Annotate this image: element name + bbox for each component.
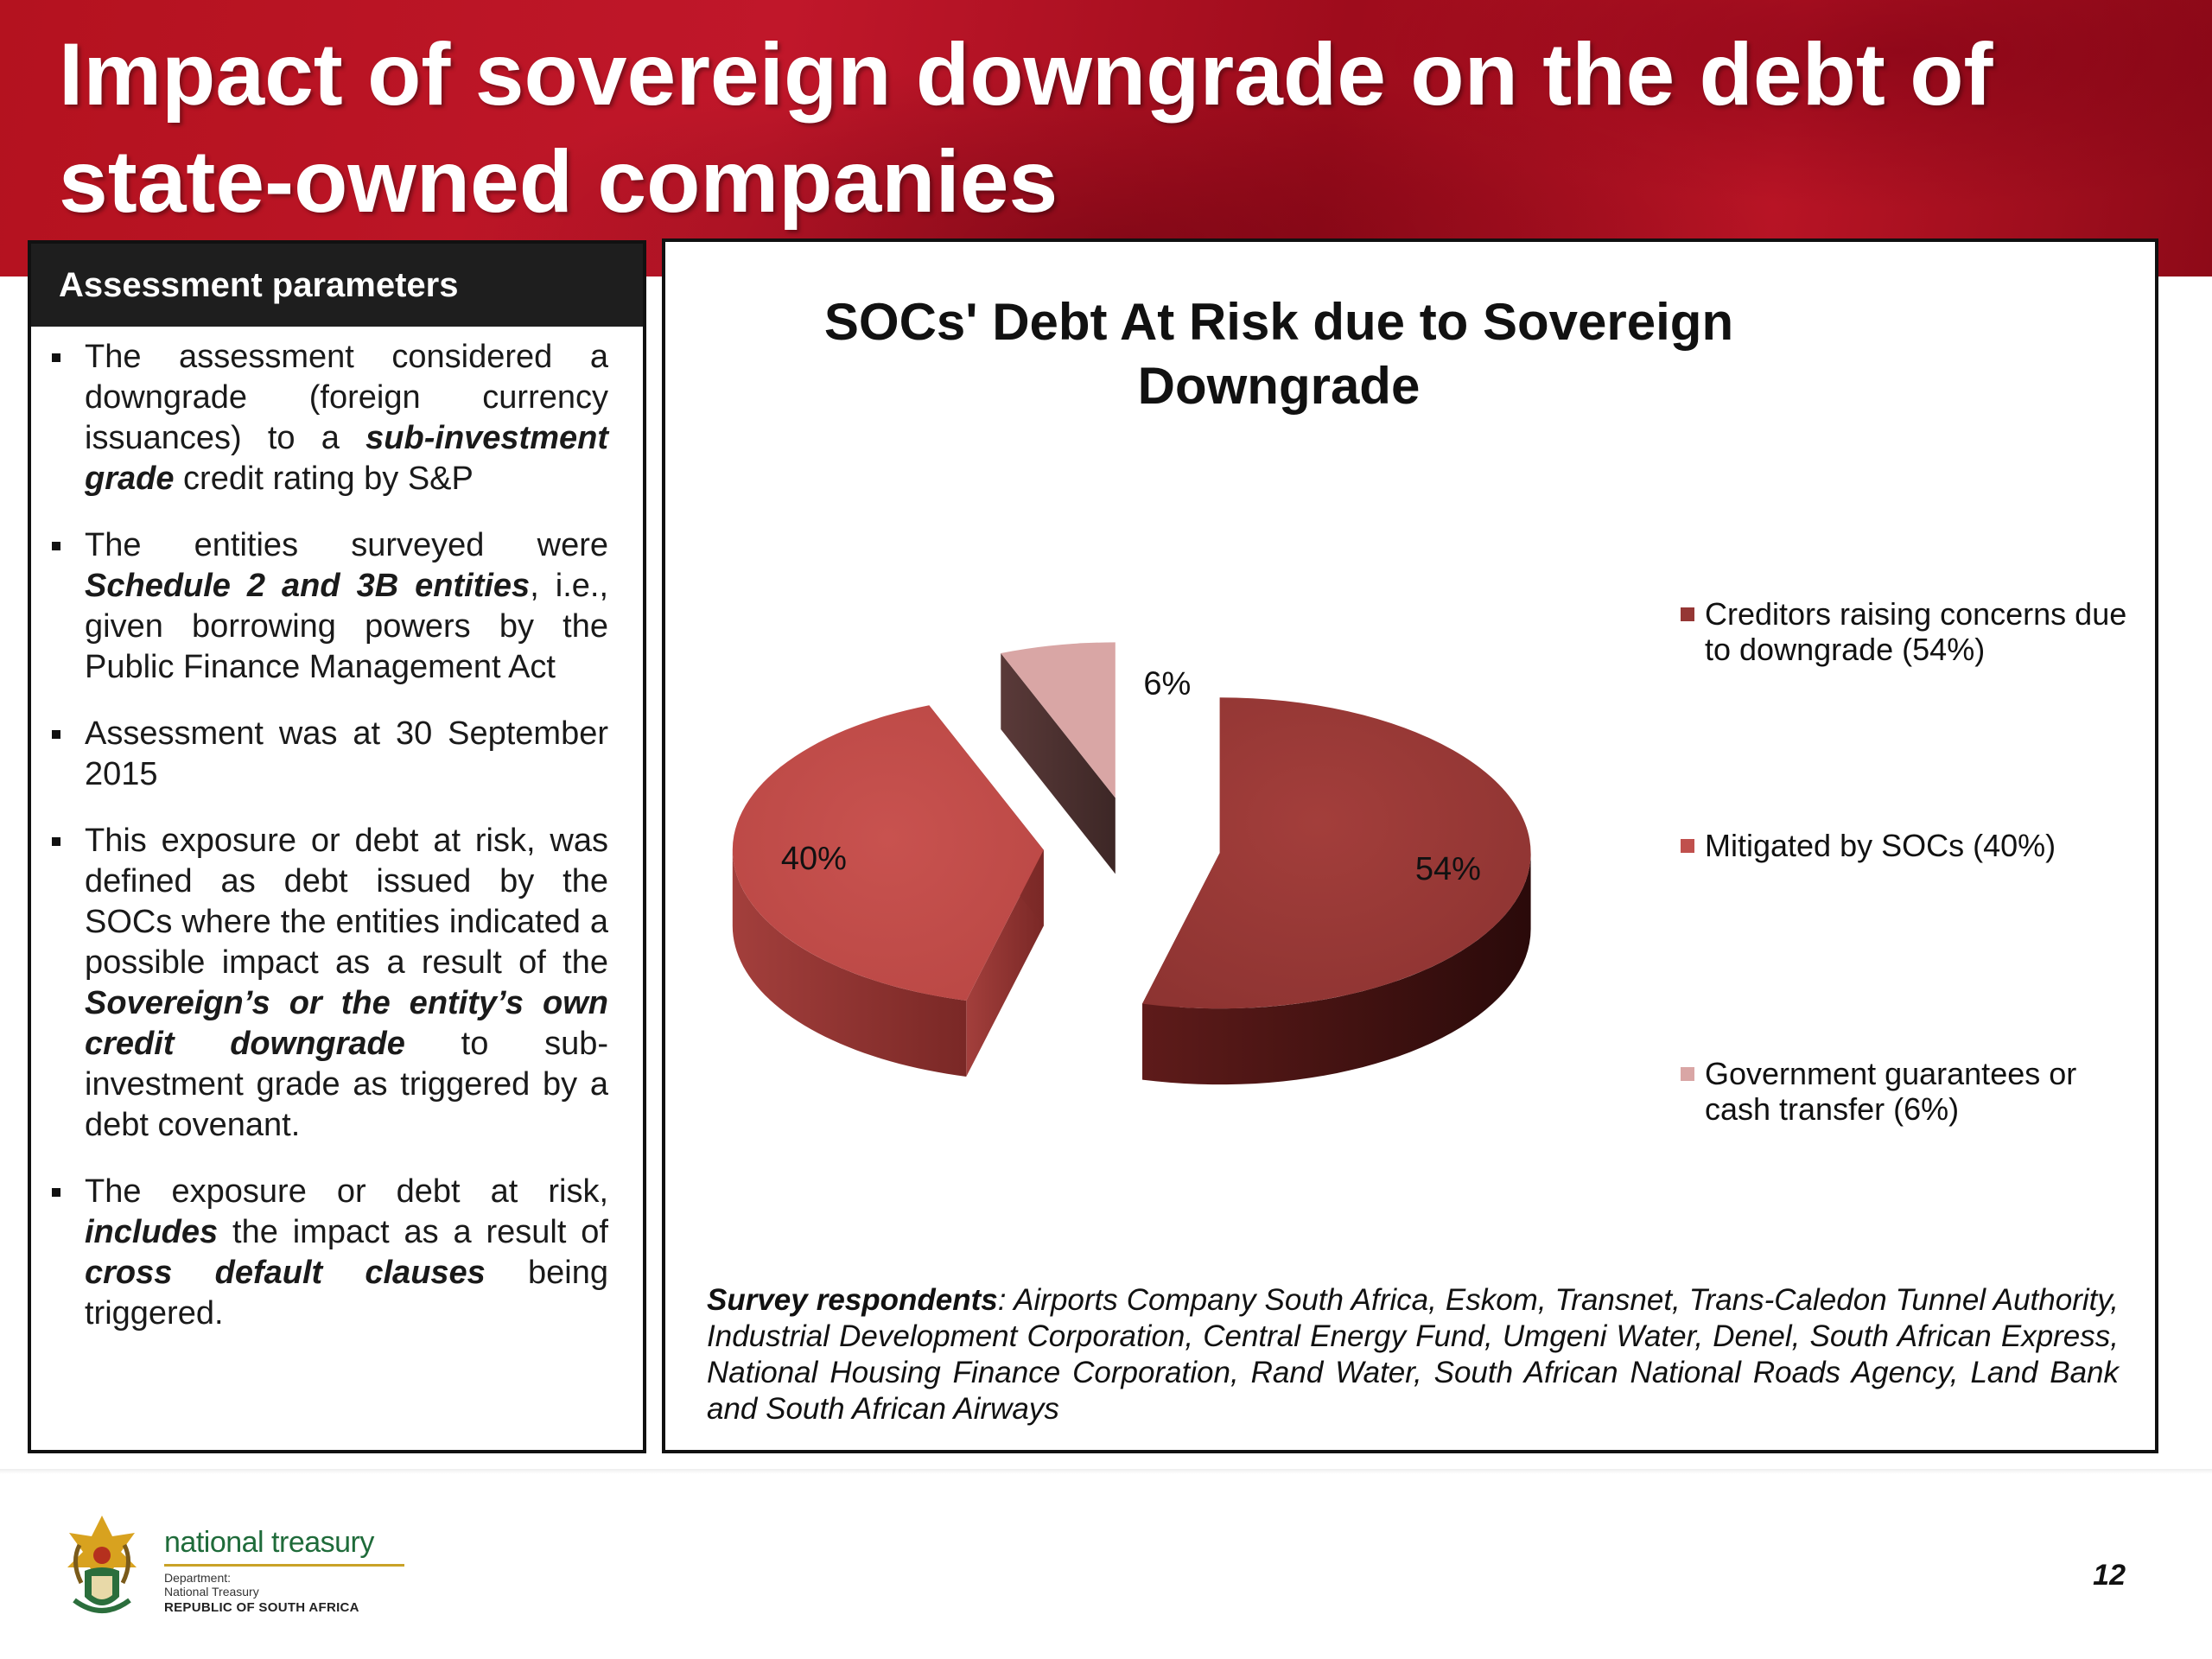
logo-dept-line-2: National Treasury: [164, 1585, 259, 1599]
bullet-text: , i.e., given borrowing powers by the Pu…: [85, 568, 608, 685]
pie-data-label: 6%: [1143, 665, 1191, 702]
respondents-list: : Airports Company South Africa, Eskom, …: [707, 1283, 2119, 1426]
assessment-parameters-panel: Assessment parameters The assessment con…: [28, 240, 646, 1453]
pie-chart: 54% 40% 6%: [732, 642, 1531, 1085]
bullet-item: This exposure or debt at risk, was defin…: [40, 821, 608, 1146]
bullet-emphasis: Sovereign’s or the entity’s own credit d…: [85, 985, 608, 1062]
bullet-item: Assessment was at 30 September 2015: [40, 714, 608, 795]
chart-title: SOCs' Debt At Risk due to Sovereign Down…: [823, 293, 1734, 415]
footer-divider: [0, 1469, 2212, 1474]
bullet-emphasis: includes: [85, 1214, 219, 1250]
bullet-marker: [52, 730, 60, 739]
chart-panel: SOCs' Debt At Risk due to Sovereign Down…: [662, 238, 2158, 1453]
bullet-text: to sub-investment grade as triggered by …: [85, 1026, 608, 1143]
legend-swatch: [1681, 839, 1694, 853]
national-treasury-logo: national treasury Department: National T…: [59, 1510, 404, 1623]
bullet-text: the impact as a result of: [218, 1214, 608, 1250]
legend-label: Creditors raising concerns due to downgr…: [1705, 596, 2127, 667]
page-number: 12: [2093, 1559, 2126, 1592]
bullet-text: credit rating by S&P: [174, 461, 474, 497]
logo-wordmark: national treasury: [164, 1526, 374, 1559]
logo-underline: [164, 1564, 404, 1567]
bullet-marker: [52, 542, 60, 550]
legend-item: Creditors raising concerns due to downgr…: [1681, 596, 2147, 667]
bullet-item: The exposure or debt at risk, includes t…: [40, 1172, 608, 1334]
bullet-text: Assessment was at 30 September 2015: [85, 715, 608, 792]
bullet-text: The entities surveyed were: [85, 527, 608, 563]
bullet-marker: [52, 837, 60, 846]
slide-title: Impact of sovereign downgrade on the deb…: [59, 25, 1993, 231]
coat-of-arms-icon: [67, 1516, 137, 1613]
pie-data-label: 40%: [781, 841, 847, 877]
respondents-heading: Survey respondents: [707, 1283, 998, 1317]
logo-department: Department: National Treasury: [164, 1571, 259, 1599]
logo-country: REPUBLIC OF SOUTH AFRICA: [164, 1600, 359, 1615]
legend-item: Mitigated by SOCs (40%): [1681, 828, 2147, 863]
pie-slice-mitigated: [732, 705, 1044, 1077]
pie-slice-creditors: [1142, 697, 1531, 1085]
bullet-emphasis: Schedule 2 and 3B entities: [85, 568, 531, 604]
pie-slice-guarantees: [1001, 642, 1116, 874]
bullet-list: The assessment considered a downgrade (f…: [31, 327, 643, 1334]
legend-item: Government guarantees or cash transfer (…: [1681, 1056, 2147, 1127]
pie-data-label: 54%: [1415, 851, 1481, 887]
legend-swatch: [1681, 607, 1694, 621]
panel-header: Assessment parameters: [31, 244, 643, 327]
legend-label: Government guarantees or cash transfer (…: [1705, 1056, 2077, 1127]
bullet-marker: [52, 353, 60, 362]
survey-respondents-note: Survey respondents: Airports Company Sou…: [707, 1282, 2119, 1427]
bullet-text: The exposure or debt at risk,: [85, 1173, 608, 1210]
title-banner: [0, 0, 2212, 276]
legend-label: Mitigated by SOCs (40%): [1705, 828, 2056, 863]
bullet-item: The entities surveyed were Schedule 2 an…: [40, 525, 608, 688]
bullet-marker: [52, 1188, 60, 1197]
bullet-text: This exposure or debt at risk, was defin…: [85, 823, 608, 981]
legend-swatch: [1681, 1067, 1694, 1081]
bullet-text: being triggered.: [85, 1255, 608, 1332]
bullet-text: The assessment considered a downgrade (f…: [85, 339, 608, 456]
bullet-item: The assessment considered a downgrade (f…: [40, 337, 608, 499]
chart-legend: Creditors raising concerns due to downgr…: [1681, 596, 2164, 1408]
bullet-emphasis: cross default clauses: [85, 1255, 486, 1291]
bullet-emphasis: sub-investment grade: [85, 420, 608, 497]
logo-dept-line-1: Department:: [164, 1571, 232, 1585]
